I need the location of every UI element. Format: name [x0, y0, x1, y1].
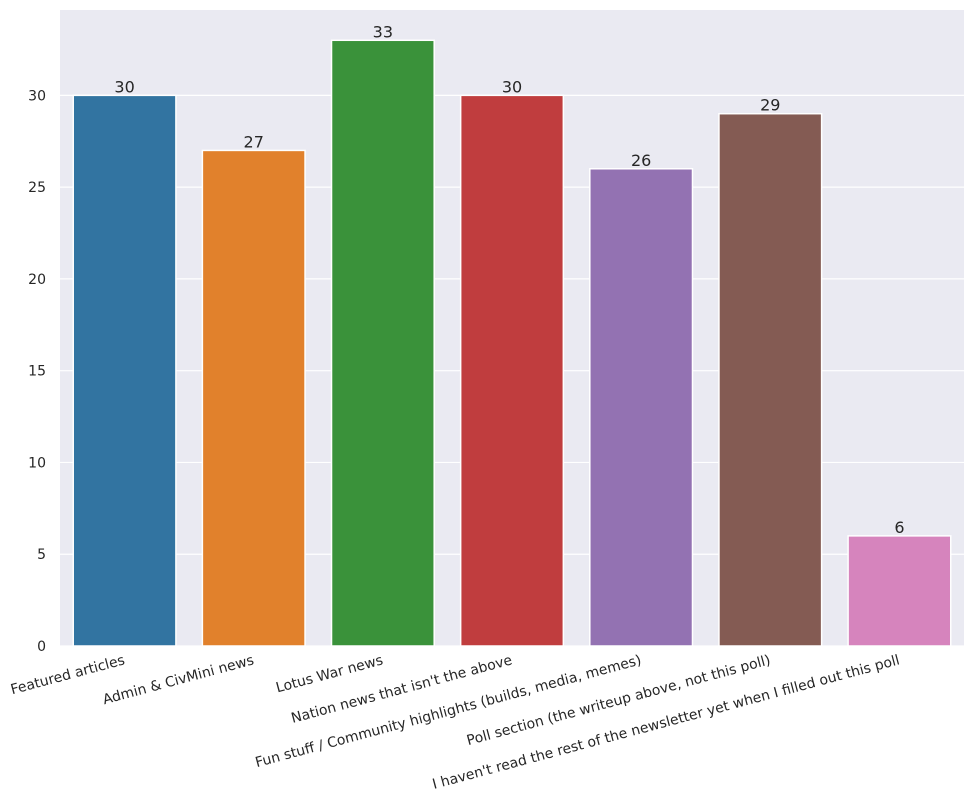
- y-tick-label: 15: [28, 364, 46, 380]
- y-axis-ticks: 0 5 10 15 20 25 30: [28, 88, 46, 655]
- y-tick-label: 0: [37, 639, 46, 655]
- data-label: 30: [114, 77, 134, 96]
- bar: [589, 168, 694, 647]
- data-labels: 30 27 33 30 26 29 6: [114, 22, 904, 537]
- y-tick-label: 5: [37, 547, 46, 563]
- data-label: 6: [894, 518, 904, 537]
- bars: [72, 39, 952, 647]
- data-label: 27: [244, 132, 264, 151]
- bar: [459, 94, 565, 647]
- bar: [201, 149, 306, 647]
- bar: [330, 39, 435, 647]
- bar: [847, 535, 952, 647]
- y-tick-label: 20: [28, 272, 46, 288]
- x-tick-label: I haven't read the rest of the newslette…: [431, 652, 902, 792]
- data-label: 26: [631, 151, 651, 170]
- bar: [72, 94, 177, 647]
- bar: [718, 112, 823, 647]
- y-tick-label: 30: [28, 88, 46, 104]
- data-label: 30: [502, 77, 522, 96]
- y-tick-label: 10: [28, 455, 46, 471]
- data-label: 33: [373, 22, 393, 41]
- y-tick-label: 25: [28, 180, 46, 196]
- data-label: 29: [760, 96, 780, 115]
